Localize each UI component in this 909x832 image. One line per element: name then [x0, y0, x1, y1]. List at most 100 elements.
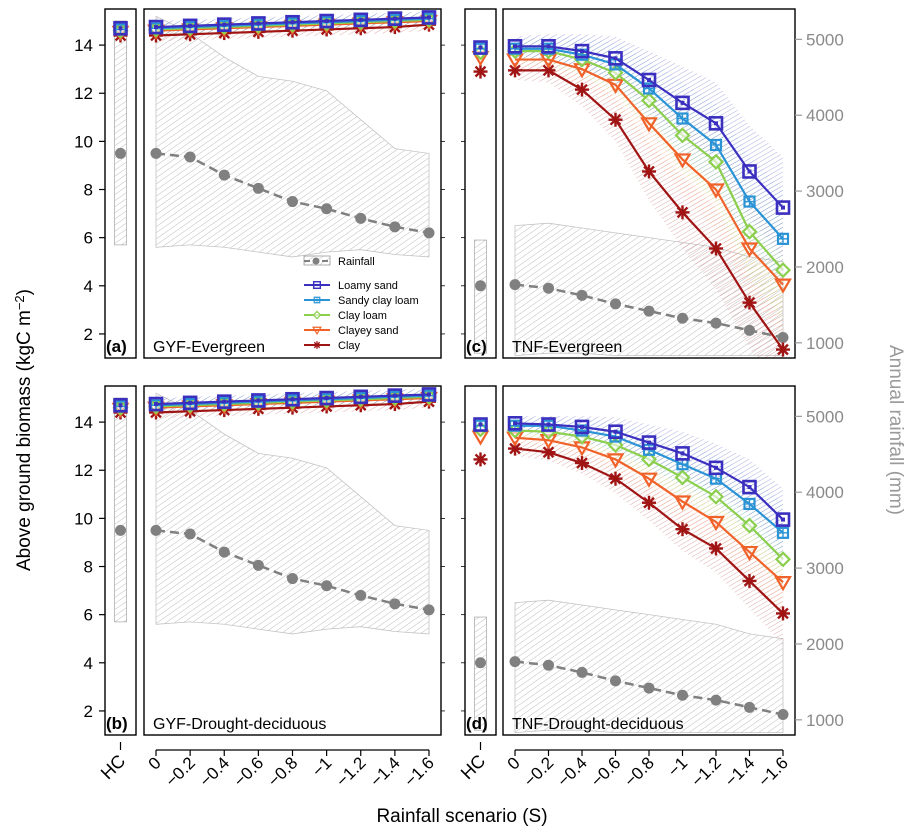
hc-point-loamy-sand-center	[118, 403, 123, 408]
rain-tick-label: 5000	[806, 407, 844, 426]
rainfall-point	[610, 298, 621, 310]
rainfall-point	[744, 701, 755, 713]
point-loamy-sand	[182, 395, 198, 411]
x-tick-label: −1.4	[721, 753, 758, 790]
y-tick-label: 2	[84, 702, 93, 721]
point-clay-arm-3	[643, 165, 655, 178]
point-clay-arm-3	[509, 64, 521, 77]
hc-point-loamy-sand-center	[478, 45, 483, 50]
panel-title: GYF-Drought-deciduous	[153, 716, 326, 733]
point-clayey-sand	[740, 545, 759, 562]
rainfall-point	[355, 212, 367, 224]
legend-marker-sandy-clay-loam	[313, 296, 321, 304]
rainfall-point	[389, 598, 401, 610]
hc-panel	[471, 417, 490, 731]
point-clay-arm-3	[643, 496, 655, 509]
rainfall-point	[777, 709, 789, 721]
x-tick-label: −0.4	[554, 753, 591, 790]
point-loamy-sand-center	[290, 20, 295, 25]
rainfall-point	[576, 666, 588, 678]
hc-point-loamy-sand-center	[118, 26, 123, 31]
point-loamy-sand-center	[546, 422, 551, 427]
rain-tick-label: 2000	[806, 635, 844, 654]
y-axis-title-left: Above ground biomass (kgC m−2)	[12, 289, 35, 571]
point-loamy-sand	[319, 13, 334, 29]
hc-point-loamy-sand	[473, 417, 488, 432]
point-loamy-sand	[216, 17, 232, 32]
point-loamy-sand	[675, 95, 690, 111]
point-loamy-sand-center	[392, 16, 397, 21]
point-clay-arm-3	[609, 113, 622, 126]
y-tick-label: 4	[84, 654, 93, 673]
x-tick-label: −1.2	[688, 753, 725, 790]
point-clay-arm-3	[710, 242, 722, 255]
y-tick-label: 6	[84, 229, 93, 248]
y-tick-label: 2	[84, 325, 93, 344]
y-tick-label: 14	[74, 413, 93, 432]
point-loamy-sand	[148, 396, 164, 412]
hc-rainfall-range	[114, 397, 127, 623]
point-loamy-sand-center	[513, 421, 517, 426]
point-loamy-sand-center	[256, 398, 261, 403]
line-clayey-sand	[515, 58, 784, 286]
point-loamy-sand	[353, 12, 369, 28]
point-loamy-sand	[574, 43, 590, 59]
y-tick-label: 12	[74, 84, 93, 103]
rain-tick-label: 2000	[806, 258, 844, 277]
rainfall-line	[514, 283, 784, 339]
point-loamy-sand-center	[747, 485, 752, 490]
point-clay-loam	[640, 92, 658, 109]
hc-rainfall-point	[475, 280, 486, 292]
y-tick-label: 4	[84, 277, 93, 296]
plot-area	[506, 416, 792, 734]
point-clay-arm-3	[777, 343, 789, 356]
point-clay-loam	[707, 153, 725, 170]
point-loamy-sand-center	[427, 392, 431, 397]
point-loamy-sand-center	[580, 424, 584, 429]
point-loamy-sand	[216, 394, 232, 409]
point-sandy-clay-loam	[776, 526, 790, 539]
point-clayey-sand	[707, 183, 725, 199]
rainfall-point	[509, 656, 521, 668]
point-loamy-sand-center	[613, 429, 618, 434]
point-loamy-sand-center	[324, 19, 329, 24]
point-clay-arm-3	[676, 206, 689, 219]
point-loamy-sand	[641, 435, 657, 450]
point-clay-loam	[674, 127, 691, 144]
point-loamy-sand-center	[613, 56, 618, 61]
rainfall-point	[184, 151, 196, 163]
panel-letter: (b)	[106, 714, 128, 733]
point-loamy-sand	[708, 460, 724, 476]
y-tick-label: 8	[84, 181, 93, 200]
rainfall-point	[643, 305, 655, 317]
legend-label-clayey-sand: Clayey sand	[338, 325, 399, 337]
point-loamy-sand-center	[714, 121, 718, 126]
rain-tick-label: 4000	[806, 106, 844, 125]
rainfall-point	[321, 203, 333, 215]
point-clay-loam	[640, 451, 658, 468]
point-loamy-sand-center	[714, 465, 718, 470]
point-clayey-sand	[740, 242, 759, 258]
y-tick-label: 12	[74, 461, 93, 480]
rainfall-point	[423, 604, 435, 616]
legend-label-loamy-sand: Loamy sand	[338, 280, 398, 292]
rainfall-point	[389, 221, 401, 233]
point-loamy-sand-center	[747, 169, 752, 174]
point-clay-arm-3	[710, 542, 722, 555]
y-axis-title-left-main: Above ground biomass (kgC m	[14, 310, 35, 571]
point-loamy-sand	[251, 393, 266, 408]
rainfall-point	[677, 689, 688, 701]
point-loamy-sand	[541, 39, 556, 54]
point-loamy-sand-center	[513, 44, 517, 49]
point-clay-loam	[674, 469, 691, 486]
point-clay-loam	[707, 488, 725, 505]
x-tick-label: −0.6	[230, 753, 267, 790]
point-loamy-sand-center	[358, 17, 363, 22]
x-tick-label: −1.2	[332, 753, 369, 790]
hc-point-clay-arm-3	[474, 65, 487, 78]
point-sandy-clay-loam	[709, 138, 723, 152]
point-loamy-sand	[775, 512, 791, 527]
legend-rainfall-label: Rainfall	[338, 256, 375, 268]
